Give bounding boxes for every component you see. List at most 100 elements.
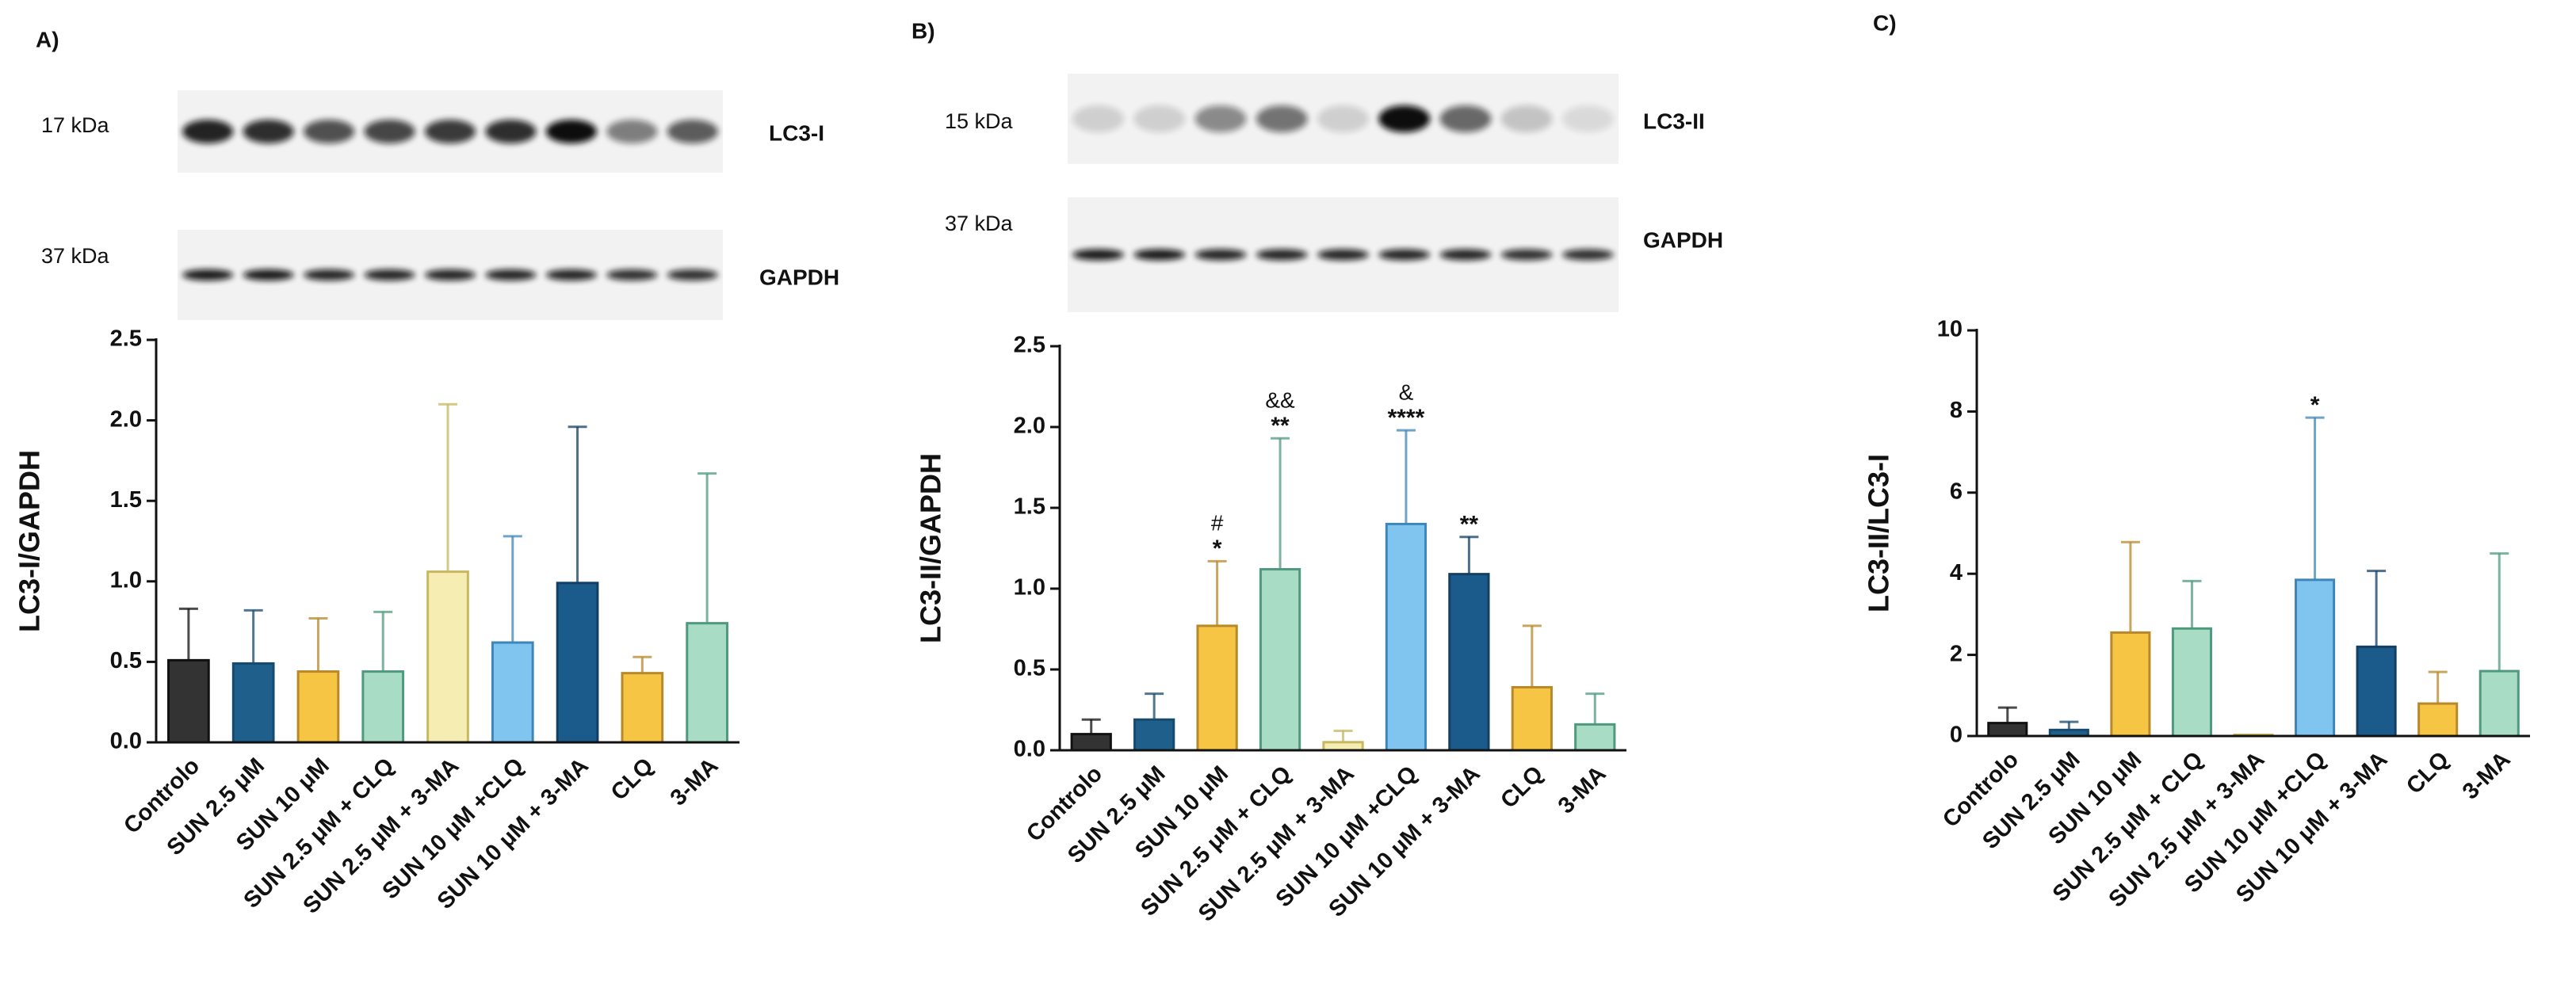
blot-band: [364, 120, 415, 143]
significance: *: [1213, 536, 1222, 562]
blot-band: [1317, 105, 1369, 132]
significance: *: [2310, 392, 2320, 418]
y-tick-label: 2.0: [1014, 414, 1045, 439]
blot-band: [182, 269, 234, 280]
blot-band: [424, 269, 476, 280]
y-tick-label: 1.0: [110, 567, 142, 593]
blot-protein: LC3-II: [1643, 109, 1705, 133]
panel-label: C): [1873, 10, 1897, 35]
blot-band: [1317, 249, 1369, 261]
y-axis-label: LC3-I/GAPDH: [13, 450, 46, 632]
blot-band: [364, 269, 415, 280]
blot-band: [243, 120, 294, 143]
blot-band: [1256, 105, 1308, 132]
bar: [1987, 722, 2028, 738]
y-tick-label: 0.0: [110, 729, 142, 754]
y-axis-label: LC3-II/GAPDH: [915, 453, 947, 643]
bar: [1511, 685, 1553, 752]
y-tick-label: 0.0: [1014, 737, 1045, 762]
bar: [2171, 627, 2212, 738]
y-tick-label: 2.5: [110, 326, 142, 352]
blot-band: [667, 120, 718, 143]
blot-protein: LC3-I: [769, 120, 824, 145]
blot-band: [1256, 249, 1308, 261]
blot-band: [606, 269, 658, 280]
blot-band: [667, 269, 718, 280]
blot-band: [1194, 105, 1247, 132]
blot-band: [1378, 249, 1431, 261]
bar: [167, 658, 210, 744]
y-tick-label: 0: [1950, 723, 1963, 748]
x-tick-label: CLQ: [606, 753, 659, 806]
blot-band: [1133, 249, 1186, 261]
x-tick-label: 3-MA: [1554, 761, 1611, 819]
blot-marker: 15 kDa: [945, 109, 1014, 133]
y-tick-label: 2.5: [1014, 333, 1045, 358]
blot-band: [1378, 105, 1431, 132]
x-tick-label: 3-MA: [2458, 747, 2516, 805]
significance: **: [1460, 512, 1479, 538]
bar: [2295, 578, 2336, 738]
y-tick-label: 0.5: [1014, 656, 1045, 681]
bar: [296, 670, 340, 744]
significance: #: [1211, 511, 1224, 536]
blot-band: [1439, 105, 1492, 132]
blot-band: [485, 120, 537, 143]
y-tick-label: 1.5: [110, 487, 142, 513]
bar: [2479, 669, 2520, 738]
y-tick-label: 1.5: [1014, 494, 1045, 520]
bar: [556, 582, 599, 744]
y-tick-label: 0.5: [110, 648, 142, 673]
blot-marker: 37 kDa: [945, 212, 1014, 235]
blot-band: [182, 120, 234, 143]
x-tick-label: CLQ: [1496, 761, 1548, 814]
panel-label: A): [36, 27, 59, 51]
bar: [491, 641, 534, 744]
bar: [686, 622, 728, 744]
significance: **: [1271, 413, 1290, 439]
blot-band: [304, 269, 355, 280]
blot-band: [485, 269, 537, 280]
bar: [1385, 522, 1428, 752]
y-tick-label: 4: [1950, 560, 1963, 585]
bar: [1574, 723, 1616, 752]
blot-band: [1561, 249, 1614, 261]
y-tick-label: 8: [1950, 398, 1963, 423]
blot-band: [1500, 249, 1553, 261]
bar: [361, 670, 405, 744]
panel-label: B): [912, 18, 935, 43]
blot-band: [304, 120, 355, 143]
significance: &&: [1265, 388, 1295, 413]
bar: [231, 662, 275, 744]
blot-protein: GAPDH: [1643, 227, 1723, 252]
blot-marker: 37 kDa: [41, 244, 110, 268]
blot-band: [545, 269, 597, 280]
y-axis-label: LC3-II/LC3-I: [1863, 454, 1895, 612]
blot-band: [1500, 105, 1553, 132]
x-tick-label: CLQ: [2402, 747, 2454, 799]
bar: [1322, 741, 1364, 752]
blot-marker: 17 kDa: [41, 113, 110, 137]
bar: [1448, 573, 1490, 752]
y-tick-label: 10: [1937, 317, 1963, 342]
blot-band: [1561, 105, 1614, 132]
bar: [1259, 568, 1301, 752]
bar: [2110, 631, 2151, 738]
y-tick-label: 1.0: [1014, 575, 1045, 601]
bar: [1070, 733, 1112, 752]
bar: [621, 672, 664, 744]
y-tick-label: 2: [1950, 641, 1963, 666]
significance: &: [1399, 379, 1414, 404]
blot-band: [1194, 249, 1247, 261]
blot-band: [606, 120, 658, 143]
blot-band: [424, 120, 476, 143]
blot-band: [545, 120, 597, 143]
x-tick-label: 3-MA: [666, 753, 724, 811]
y-tick-label: 6: [1950, 479, 1963, 504]
bar: [2356, 645, 2397, 738]
blot-protein: GAPDH: [759, 265, 839, 289]
blot-band: [243, 269, 294, 280]
blot-band: [1439, 249, 1492, 261]
bar: [1196, 624, 1238, 752]
